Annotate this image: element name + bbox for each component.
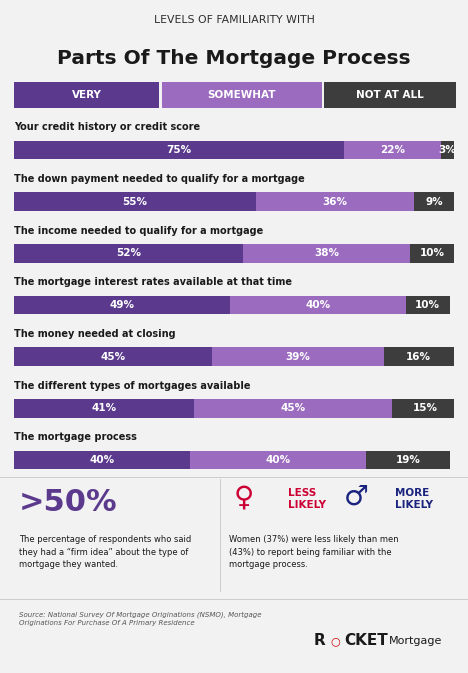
Bar bbox=[14, 295, 230, 314]
Text: The income needed to qualify for a mortgage: The income needed to qualify for a mortg… bbox=[14, 226, 263, 236]
Text: 9%: 9% bbox=[425, 197, 443, 207]
Text: Women (37%) were less likely than men
(43%) to report being familiar with the
mo: Women (37%) were less likely than men (4… bbox=[229, 536, 399, 569]
Text: ○: ○ bbox=[330, 636, 340, 646]
Text: SOMEWHAT: SOMEWHAT bbox=[207, 90, 276, 100]
Text: 45%: 45% bbox=[281, 403, 306, 413]
Bar bbox=[243, 244, 410, 262]
Bar bbox=[14, 399, 194, 418]
Text: The mortgage process: The mortgage process bbox=[14, 433, 137, 442]
Text: 16%: 16% bbox=[406, 352, 431, 361]
Text: >50%: >50% bbox=[19, 488, 117, 517]
Text: R: R bbox=[314, 633, 325, 648]
Bar bbox=[344, 141, 441, 160]
Bar bbox=[212, 347, 384, 366]
Bar bbox=[14, 451, 190, 469]
Text: 3%: 3% bbox=[439, 145, 456, 155]
Text: 75%: 75% bbox=[167, 145, 191, 155]
Bar bbox=[441, 141, 454, 160]
Bar bbox=[14, 244, 243, 262]
Bar bbox=[392, 399, 458, 418]
Bar bbox=[256, 192, 414, 211]
Text: 52%: 52% bbox=[116, 248, 141, 258]
Text: 19%: 19% bbox=[395, 455, 420, 465]
Bar bbox=[410, 244, 454, 262]
Text: ♀: ♀ bbox=[234, 483, 255, 511]
Text: ♂: ♂ bbox=[344, 483, 369, 511]
Bar bbox=[14, 141, 344, 160]
Text: Your credit history or credit score: Your credit history or credit score bbox=[14, 122, 200, 133]
Text: 15%: 15% bbox=[413, 403, 438, 413]
Text: 38%: 38% bbox=[314, 248, 339, 258]
Text: 39%: 39% bbox=[285, 352, 310, 361]
Bar bbox=[414, 192, 454, 211]
Bar bbox=[14, 192, 256, 211]
Bar bbox=[162, 82, 322, 108]
Text: CKET: CKET bbox=[344, 633, 388, 648]
Text: 45%: 45% bbox=[101, 352, 125, 361]
Text: NOT AT ALL: NOT AT ALL bbox=[356, 90, 424, 100]
Text: 10%: 10% bbox=[419, 248, 445, 258]
Text: 49%: 49% bbox=[110, 300, 134, 310]
Text: 40%: 40% bbox=[305, 300, 330, 310]
Text: 41%: 41% bbox=[92, 403, 117, 413]
Text: The money needed at closing: The money needed at closing bbox=[14, 329, 175, 339]
Text: Mortgage: Mortgage bbox=[388, 636, 442, 646]
Text: 55%: 55% bbox=[123, 197, 147, 207]
Bar bbox=[190, 451, 366, 469]
Bar bbox=[324, 82, 456, 108]
Text: 40%: 40% bbox=[89, 455, 115, 465]
Text: The different types of mortgages available: The different types of mortgages availab… bbox=[14, 381, 250, 391]
Bar bbox=[366, 451, 450, 469]
Bar bbox=[384, 347, 454, 366]
Text: The down payment needed to qualify for a mortgage: The down payment needed to qualify for a… bbox=[14, 174, 305, 184]
Text: VERY: VERY bbox=[72, 90, 102, 100]
Bar bbox=[14, 82, 159, 108]
Text: LESS
LIKELY: LESS LIKELY bbox=[288, 488, 326, 509]
Text: LEVELS OF FAMILIARITY WITH: LEVELS OF FAMILIARITY WITH bbox=[154, 15, 314, 25]
Text: 22%: 22% bbox=[380, 145, 405, 155]
Text: The percentage of respondents who said
they had a “firm idea” about the type of
: The percentage of respondents who said t… bbox=[19, 536, 191, 569]
Text: Source: National Survey Of Mortgage Originations (NSMO), Mortgage
Originations F: Source: National Survey Of Mortgage Orig… bbox=[19, 612, 261, 627]
Text: 40%: 40% bbox=[265, 455, 291, 465]
Bar bbox=[14, 347, 212, 366]
Text: The mortgage interest rates available at that time: The mortgage interest rates available at… bbox=[14, 277, 292, 287]
Text: Parts Of The Mortgage Process: Parts Of The Mortgage Process bbox=[57, 49, 411, 68]
Text: MORE
LIKELY: MORE LIKELY bbox=[395, 488, 433, 509]
Text: 36%: 36% bbox=[322, 197, 348, 207]
Bar bbox=[194, 399, 392, 418]
Bar bbox=[230, 295, 406, 314]
Text: 10%: 10% bbox=[415, 300, 440, 310]
Bar bbox=[406, 295, 450, 314]
